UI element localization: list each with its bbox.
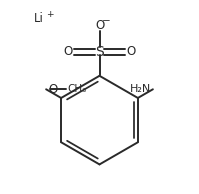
Text: H₂N: H₂N (130, 84, 151, 94)
Text: −: − (101, 16, 110, 26)
Text: O: O (127, 45, 136, 58)
Text: CH₃: CH₃ (68, 84, 87, 94)
Text: O: O (95, 19, 104, 32)
Text: O: O (63, 45, 72, 58)
Text: +: + (47, 10, 54, 19)
Text: Li: Li (34, 12, 44, 25)
Text: O: O (48, 83, 57, 96)
Text: S: S (95, 45, 104, 59)
